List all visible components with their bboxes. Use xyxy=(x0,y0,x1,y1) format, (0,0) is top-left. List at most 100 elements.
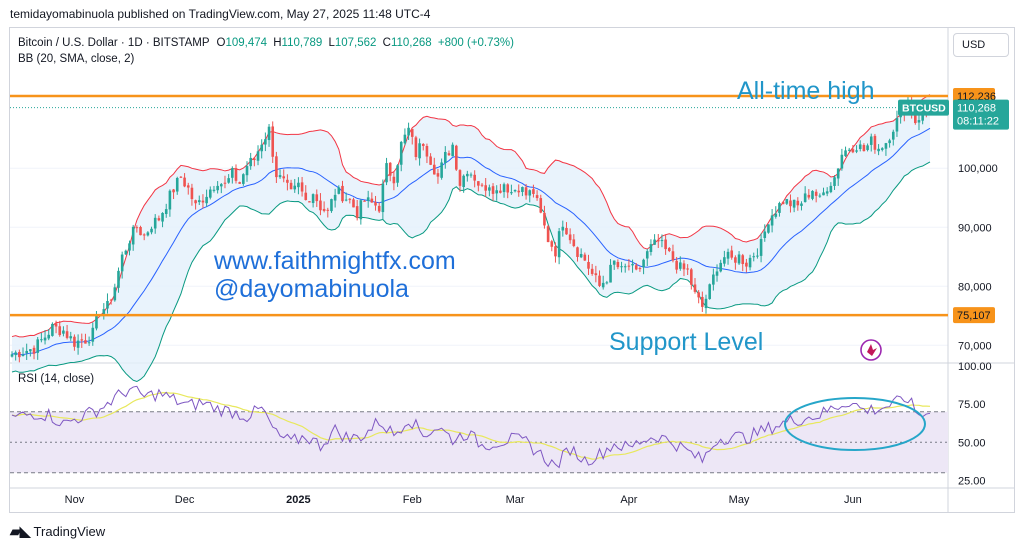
candle[interactable] xyxy=(609,259,612,283)
candle[interactable] xyxy=(510,184,513,195)
candle[interactable] xyxy=(139,225,142,236)
candle[interactable] xyxy=(829,182,833,194)
candle[interactable] xyxy=(344,192,348,202)
candle[interactable] xyxy=(880,147,884,152)
candle[interactable] xyxy=(36,336,40,360)
candle[interactable] xyxy=(275,151,278,184)
currency-button[interactable]: USD xyxy=(953,33,1009,57)
candle[interactable] xyxy=(186,182,190,195)
candle[interactable] xyxy=(480,182,484,188)
candle[interactable] xyxy=(825,187,829,197)
candle[interactable] xyxy=(443,146,447,169)
candle[interactable] xyxy=(814,189,818,203)
candle[interactable] xyxy=(543,205,546,229)
candle[interactable] xyxy=(124,249,128,256)
candle[interactable] xyxy=(660,234,664,248)
candle[interactable] xyxy=(594,265,598,283)
candle[interactable] xyxy=(131,224,135,251)
candle[interactable] xyxy=(359,199,363,225)
candle[interactable] xyxy=(521,186,524,197)
candle[interactable] xyxy=(421,143,425,151)
candle[interactable] xyxy=(645,248,649,267)
candle[interactable] xyxy=(271,121,275,163)
candle[interactable] xyxy=(701,291,704,312)
candle[interactable] xyxy=(179,176,183,178)
candle[interactable] xyxy=(855,145,858,154)
candle[interactable] xyxy=(726,248,730,265)
candle[interactable] xyxy=(568,228,572,244)
candle[interactable] xyxy=(822,187,825,196)
candle[interactable] xyxy=(253,157,256,167)
candle[interactable] xyxy=(488,184,491,197)
candle[interactable] xyxy=(194,199,197,210)
candle[interactable] xyxy=(54,320,58,334)
candle[interactable] xyxy=(366,190,370,208)
candle[interactable] xyxy=(18,349,21,363)
candle[interactable] xyxy=(462,174,465,193)
candle[interactable] xyxy=(653,234,656,245)
candle[interactable] xyxy=(469,172,473,178)
candle[interactable] xyxy=(256,145,260,166)
candle[interactable] xyxy=(190,183,194,206)
tradingview-footer[interactable]: ▰◣ TradingView xyxy=(10,523,105,540)
sparkle-icon[interactable] xyxy=(860,339,882,361)
candle[interactable] xyxy=(197,195,201,206)
candle[interactable] xyxy=(690,267,693,290)
bb-legend[interactable]: BB (20, SMA, close, 2) xyxy=(18,53,135,65)
candle[interactable] xyxy=(315,189,319,207)
candle[interactable] xyxy=(535,190,539,201)
candle[interactable] xyxy=(201,194,205,209)
candle[interactable] xyxy=(429,153,432,166)
candle[interactable] xyxy=(370,192,374,203)
candle[interactable] xyxy=(803,186,807,203)
candle[interactable] xyxy=(304,185,308,201)
candle[interactable] xyxy=(539,194,543,214)
candle[interactable] xyxy=(759,233,763,263)
candle[interactable] xyxy=(620,261,623,273)
candle[interactable] xyxy=(183,173,186,188)
candle[interactable] xyxy=(135,225,139,233)
candle[interactable] xyxy=(205,189,208,207)
candle[interactable] xyxy=(278,169,282,179)
candle[interactable] xyxy=(153,214,157,234)
candle[interactable] xyxy=(91,322,95,346)
candle[interactable] xyxy=(851,145,855,154)
candle[interactable] xyxy=(598,270,601,288)
candle[interactable] xyxy=(319,193,322,216)
candle[interactable] xyxy=(528,189,532,203)
candle[interactable] xyxy=(811,190,814,201)
candle[interactable] xyxy=(631,259,634,273)
candle[interactable] xyxy=(767,224,770,234)
candle[interactable] xyxy=(418,138,421,166)
candle[interactable] xyxy=(330,198,333,213)
candle[interactable] xyxy=(499,183,502,194)
candle[interactable] xyxy=(458,169,462,192)
candle[interactable] xyxy=(840,148,844,171)
candle[interactable] xyxy=(712,268,715,291)
candle[interactable] xyxy=(774,206,778,219)
candle[interactable] xyxy=(264,132,267,152)
candle[interactable] xyxy=(451,142,454,157)
candle[interactable] xyxy=(242,173,245,186)
candle[interactable] xyxy=(704,294,708,314)
candle[interactable] xyxy=(858,140,862,152)
candle[interactable] xyxy=(333,188,337,208)
candle[interactable] xyxy=(612,260,616,270)
candle[interactable] xyxy=(484,177,487,197)
candle[interactable] xyxy=(737,251,741,265)
candle[interactable] xyxy=(667,246,671,253)
candle[interactable] xyxy=(363,199,366,202)
candle[interactable] xyxy=(76,334,80,355)
candle[interactable] xyxy=(587,254,590,275)
candle[interactable] xyxy=(407,122,410,140)
candle[interactable] xyxy=(399,140,403,172)
candle[interactable] xyxy=(895,110,899,137)
candle[interactable] xyxy=(293,178,297,193)
candle[interactable] xyxy=(741,253,745,272)
candle[interactable] xyxy=(634,262,638,271)
candle[interactable] xyxy=(869,133,873,152)
candle[interactable] xyxy=(524,184,528,200)
candle[interactable] xyxy=(605,280,609,285)
candle[interactable] xyxy=(836,168,840,186)
